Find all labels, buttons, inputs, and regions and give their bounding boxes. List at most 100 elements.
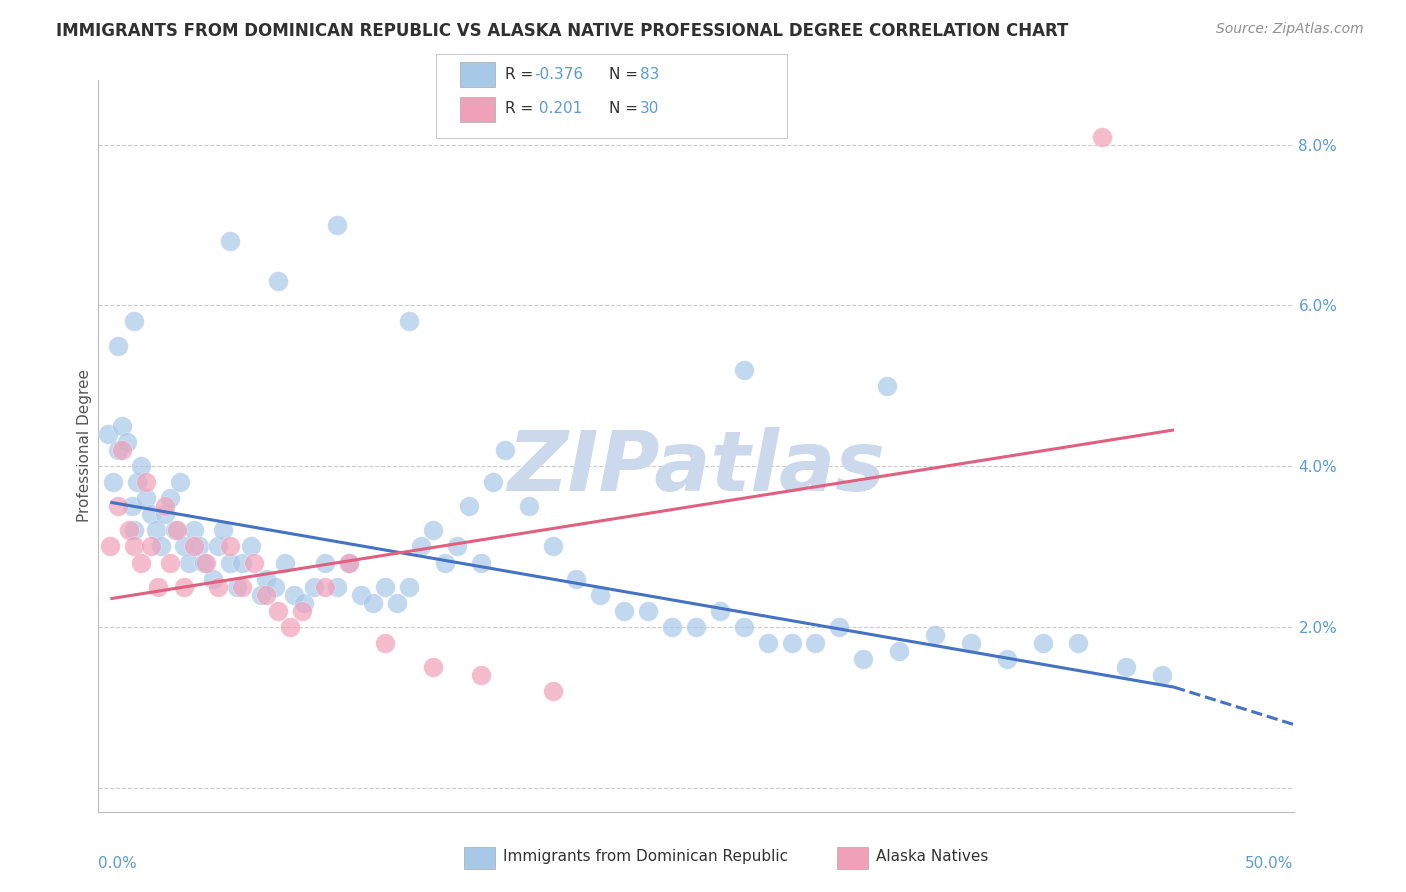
Point: [1091, 129, 1114, 144]
Text: IMMIGRANTS FROM DOMINICAN REPUBLIC VS ALASKA NATIVE PROFESSIONAL DEGREE CORRELAT: IMMIGRANTS FROM DOMINICAN REPUBLIC VS AL…: [56, 22, 1069, 40]
Point: [733, 620, 755, 634]
Point: [470, 668, 492, 682]
Point: [470, 556, 492, 570]
Point: [264, 580, 287, 594]
Point: [494, 443, 516, 458]
Point: [124, 540, 146, 554]
Text: -0.376: -0.376: [534, 67, 583, 82]
Point: [780, 636, 803, 650]
Point: [733, 362, 755, 376]
Point: [291, 604, 314, 618]
Text: N =: N =: [609, 101, 643, 116]
Point: [111, 443, 134, 458]
Point: [159, 491, 181, 506]
Point: [458, 500, 481, 514]
Text: 50.0%: 50.0%: [1246, 855, 1294, 871]
Point: [302, 580, 325, 594]
Point: [163, 524, 186, 538]
Point: [1152, 668, 1174, 682]
Text: R =: R =: [505, 67, 538, 82]
Point: [422, 524, 444, 538]
Point: [326, 218, 349, 232]
Point: [374, 636, 396, 650]
Point: [135, 475, 157, 490]
Point: [267, 604, 290, 618]
Text: R =: R =: [505, 101, 538, 116]
Point: [98, 540, 122, 554]
Point: [876, 378, 898, 392]
Text: 0.201: 0.201: [534, 101, 582, 116]
Text: 83: 83: [640, 67, 659, 82]
Point: [173, 580, 195, 594]
Point: [254, 588, 277, 602]
Point: [250, 588, 273, 602]
Point: [207, 580, 229, 594]
Point: [411, 540, 433, 554]
Point: [889, 644, 911, 658]
Point: [183, 540, 205, 554]
Point: [231, 580, 253, 594]
Point: [107, 443, 129, 458]
Point: [339, 556, 361, 570]
Point: [274, 556, 297, 570]
Point: [240, 540, 263, 554]
Point: [385, 596, 409, 610]
Text: ZIPatlas: ZIPatlas: [508, 427, 884, 508]
Point: [219, 234, 242, 248]
Point: [187, 540, 209, 554]
Y-axis label: Professional Degree: Professional Degree: [77, 369, 91, 523]
Point: [107, 338, 129, 352]
Point: [107, 500, 129, 514]
Point: [254, 572, 277, 586]
Point: [339, 556, 361, 570]
Point: [315, 556, 337, 570]
Point: [121, 500, 143, 514]
Point: [219, 556, 242, 570]
Point: [211, 524, 233, 538]
Point: [613, 604, 636, 618]
Point: [145, 524, 167, 538]
Text: 0.0%: 0.0%: [98, 855, 138, 871]
Point: [828, 620, 851, 634]
Point: [202, 572, 225, 586]
Point: [326, 580, 349, 594]
Point: [374, 580, 396, 594]
Point: [446, 540, 468, 554]
Point: [661, 620, 683, 634]
Point: [226, 580, 249, 594]
Point: [434, 556, 457, 570]
Point: [139, 540, 162, 554]
Point: [155, 508, 177, 522]
Point: [118, 524, 141, 538]
Point: [1115, 660, 1137, 674]
Point: [148, 580, 170, 594]
Point: [637, 604, 659, 618]
Point: [97, 426, 120, 441]
Point: [995, 652, 1018, 666]
Text: Source: ZipAtlas.com: Source: ZipAtlas.com: [1216, 22, 1364, 37]
Point: [350, 588, 373, 602]
Point: [101, 475, 124, 490]
Text: Immigrants from Dominican Republic: Immigrants from Dominican Republic: [503, 849, 789, 863]
Point: [1032, 636, 1054, 650]
Point: [135, 491, 157, 506]
Point: [709, 604, 731, 618]
Point: [685, 620, 707, 634]
Point: [267, 274, 290, 288]
Point: [169, 475, 191, 490]
Point: [517, 500, 540, 514]
Point: [1067, 636, 1090, 650]
Point: [924, 628, 946, 642]
Point: [124, 314, 146, 328]
Point: [131, 556, 153, 570]
Point: [193, 556, 215, 570]
Point: [589, 588, 612, 602]
Point: [231, 556, 253, 570]
Point: [482, 475, 505, 490]
Point: [155, 500, 177, 514]
Point: [111, 418, 134, 433]
Point: [756, 636, 779, 650]
Point: [159, 556, 181, 570]
Point: [243, 556, 266, 570]
Text: 30: 30: [640, 101, 659, 116]
